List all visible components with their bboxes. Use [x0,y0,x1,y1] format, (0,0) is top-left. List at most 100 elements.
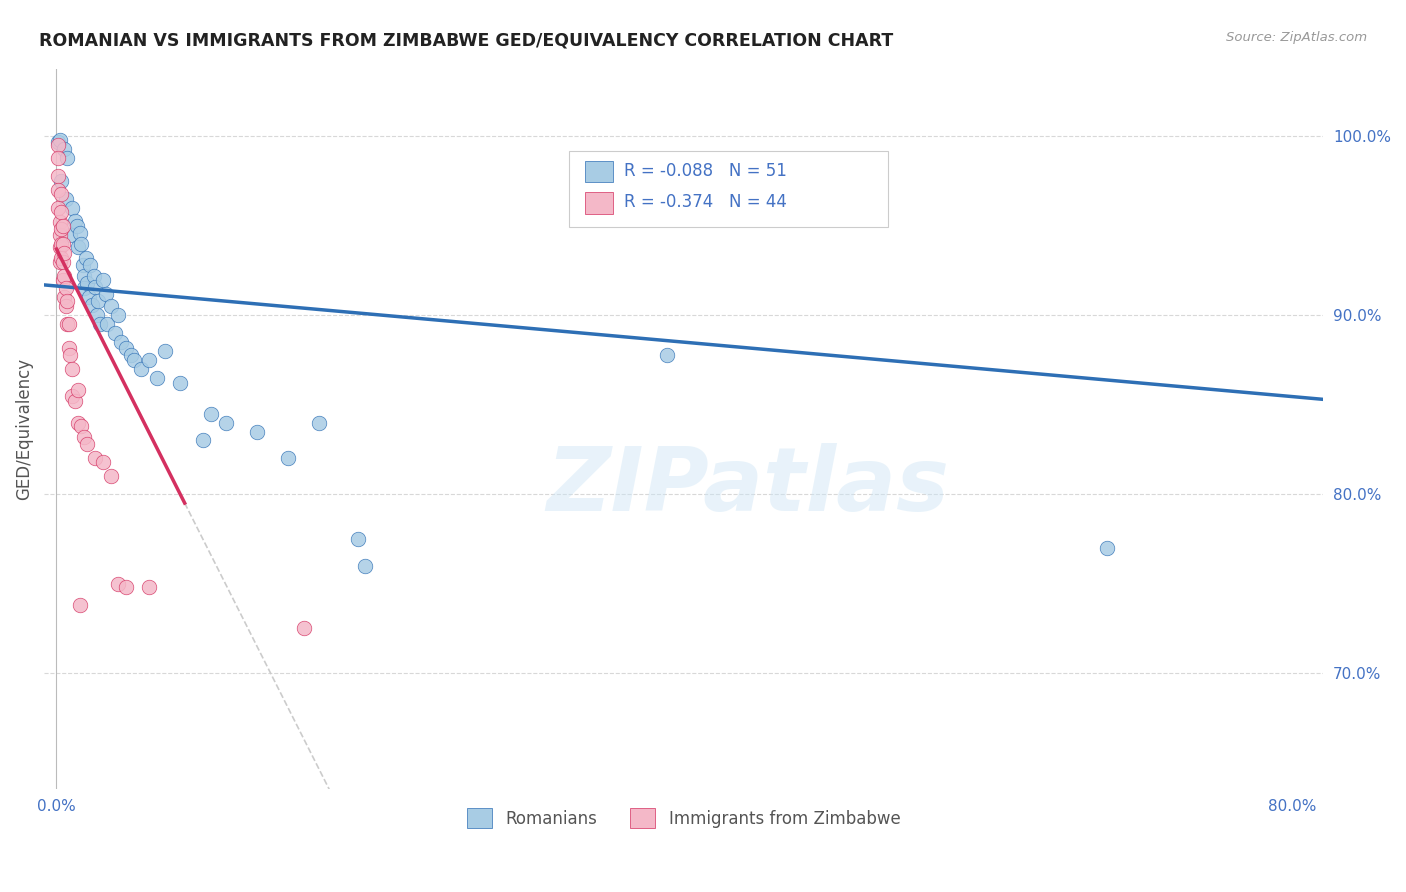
Point [79,258,101,272]
Point [246,425,269,439]
Y-axis label: GED/Equivalency: GED/Equivalency [15,358,32,500]
Point [655,348,678,362]
Point [96,318,118,332]
Point [115,580,138,594]
Point [138,580,160,594]
Point [73,430,96,444]
Point [87,293,110,308]
Point [58,318,80,332]
Point [67,416,90,430]
Point [48,254,70,268]
Point [59,227,82,242]
Point [49,251,72,265]
FancyBboxPatch shape [585,161,613,182]
Point [49,222,72,236]
Point [89,318,111,332]
Text: ROMANIAN VS IMMIGRANTS FROM ZIMBABWE GED/EQUIVALENCY CORRELATION CHART: ROMANIAN VS IMMIGRANTS FROM ZIMBABWE GED… [39,31,894,49]
Point [73,268,96,283]
Point [80,297,103,311]
Point [110,335,132,350]
Point [200,407,222,421]
Point [52,272,75,286]
Point [60,362,83,376]
Point [46,183,69,197]
Point [46,201,69,215]
Point [46,169,69,183]
Text: R = -0.088   N = 51: R = -0.088 N = 51 [624,162,786,180]
Point [48,240,70,254]
Point [215,416,238,430]
Point [76,437,98,451]
Point [308,416,330,430]
Point [104,326,127,341]
Point [48,215,70,229]
Point [53,245,76,260]
Point [120,348,142,362]
Point [84,451,107,466]
Point [69,598,91,612]
Point [48,133,70,147]
Point [49,204,72,219]
Point [52,219,75,233]
Point [48,227,70,242]
Point [94,286,117,301]
Point [72,258,94,272]
FancyBboxPatch shape [585,193,613,214]
Point [53,268,76,283]
Point [146,371,169,385]
FancyBboxPatch shape [568,152,889,227]
Point [1095,541,1118,555]
Point [73,281,96,295]
Point [86,308,108,322]
Point [346,532,368,546]
Point [55,281,77,295]
Point [67,240,90,254]
Point [56,318,79,332]
Point [69,226,91,240]
Point [60,389,83,403]
Point [49,174,72,188]
Point [91,272,114,286]
Point [58,341,80,355]
Point [55,299,77,313]
Point [107,576,129,591]
Point [107,308,129,322]
Point [59,348,82,362]
Text: Source: ZipAtlas.com: Source: ZipAtlas.com [1226,31,1367,45]
Point [122,353,145,368]
Point [83,268,105,283]
Point [70,236,93,251]
Point [46,135,69,149]
Point [52,254,75,268]
Point [277,451,299,466]
Point [75,251,97,265]
Point [292,621,315,635]
Point [53,290,76,304]
Point [84,279,107,293]
Legend: Romanians, Immigrants from Zimbabwe: Romanians, Immigrants from Zimbabwe [460,801,907,835]
Point [63,213,86,227]
Point [91,455,114,469]
Point [65,219,87,233]
Text: ZIPatlas: ZIPatlas [546,443,949,530]
Point [63,394,86,409]
Point [49,186,72,201]
Point [354,558,377,573]
Point [67,384,90,398]
Point [53,142,76,156]
Point [46,138,69,153]
Point [56,293,79,308]
Point [76,276,98,290]
Point [193,434,215,448]
Point [52,236,75,251]
Point [169,376,191,391]
Text: R = -0.374   N = 44: R = -0.374 N = 44 [624,194,786,211]
Point [100,299,122,313]
Point [60,201,83,215]
Point [115,341,138,355]
Point [153,344,176,359]
Point [55,192,77,206]
Point [138,353,160,368]
Point [131,362,153,376]
Point [49,236,72,251]
